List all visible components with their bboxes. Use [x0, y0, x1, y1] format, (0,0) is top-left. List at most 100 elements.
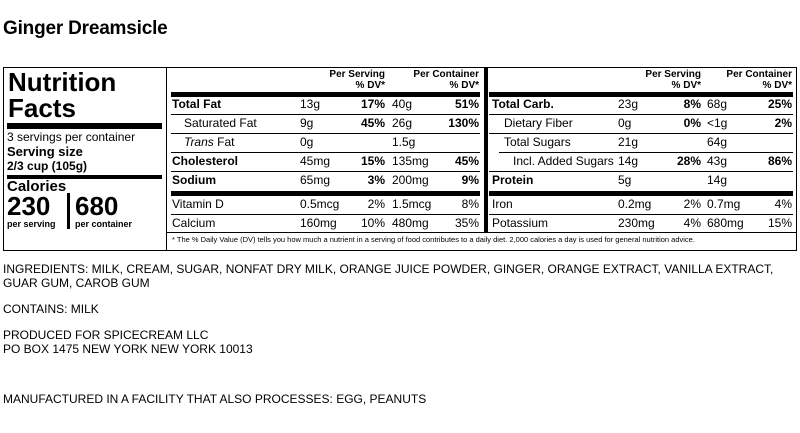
container-dv: 86%	[767, 154, 792, 168]
header-dv-label: % DV*	[671, 80, 701, 91]
container-amount: 200mg	[392, 173, 429, 187]
header-dv-label: % DV*	[762, 80, 792, 91]
header-dv-label: % DV*	[449, 80, 479, 91]
header-per-serving-label: Per Serving	[329, 69, 385, 80]
serving-dv: 8%	[683, 97, 701, 111]
container-dv: 130%	[448, 116, 479, 130]
row-rule	[489, 171, 793, 172]
nutrition-label: Nutrition Facts 3 servings per container…	[3, 67, 797, 251]
nutrient-name: Cholesterol	[172, 154, 239, 168]
nutrient-name: Protein	[492, 173, 534, 187]
header-rule-left	[171, 92, 480, 97]
nutrient-name: Sodium	[172, 173, 216, 187]
nutrient-name: Incl. Added Sugars	[513, 154, 614, 168]
container-dv: 4%	[774, 197, 792, 211]
container-amount: 26g	[392, 116, 413, 130]
section-rule	[489, 191, 793, 196]
serving-amount: 0.2mg	[618, 197, 652, 211]
serving-amount: 14g	[618, 154, 639, 168]
facility-statement: MANUFACTURED IN A FACILITY THAT ALSO PRO…	[3, 392, 427, 406]
container-dv: 45%	[454, 154, 479, 168]
container-amount: <1g	[707, 116, 728, 130]
header-per-serving-right: Per Serving % DV*	[616, 69, 701, 91]
allergen-contains: CONTAINS: MILK	[3, 302, 99, 316]
row-rule	[489, 133, 793, 134]
trans-italic: Trans	[184, 135, 214, 149]
serving-size-value: 2/3 cup (105g)	[7, 159, 88, 173]
producer-line2: PO BOX 1475 NEW YORK NEW YORK 10013	[3, 342, 253, 356]
footnote-rule	[167, 232, 797, 233]
serving-amount: 9g	[300, 116, 314, 130]
container-amount: 14g	[707, 173, 728, 187]
serving-amount: 0g	[618, 116, 632, 130]
label-summary-panel: Nutrition Facts 3 servings per container…	[4, 68, 167, 250]
row-rule	[171, 171, 480, 172]
per-container-caption: per container	[75, 219, 133, 229]
nutrient-name: Vitamin D	[172, 197, 224, 211]
container-amount: 480mg	[392, 216, 429, 230]
nutrient-name: Calcium	[172, 216, 216, 230]
header-per-container-label: Per Container	[413, 69, 479, 80]
serving-amount: 65mg	[300, 173, 331, 187]
serving-dv: 4%	[683, 216, 701, 230]
container-dv: 8%	[461, 197, 479, 211]
label-heading-line2: Facts	[8, 93, 76, 123]
nutrient-name: Total Sugars	[504, 135, 571, 149]
serving-amount: 13g	[300, 97, 321, 111]
label-heading: Nutrition Facts	[8, 69, 116, 121]
row-rule	[489, 214, 793, 215]
row-rule	[171, 152, 480, 153]
header-per-container-left: Per Container % DV*	[390, 69, 479, 91]
nutrient-name: Saturated Fat	[184, 116, 257, 130]
serving-rule	[7, 175, 162, 179]
header-per-container-right: Per Container % DV*	[706, 69, 792, 91]
header-per-serving-label: Per Serving	[645, 69, 701, 80]
serving-dv: 45%	[360, 116, 385, 130]
serving-amount: 45mg	[300, 154, 331, 168]
serving-amount: 230mg	[618, 216, 655, 230]
header-per-serving-left: Per Serving % DV*	[296, 69, 385, 91]
ingredients-text: INGREDIENTS: MILK, CREAM, SUGAR, NONFAT …	[3, 262, 774, 290]
row-rule	[489, 114, 793, 115]
calories-per-serving: 230	[7, 191, 51, 221]
container-amount: 64g	[707, 135, 728, 149]
nutrient-name: Total Carb.	[492, 97, 554, 111]
serving-dv: 3%	[367, 173, 385, 187]
container-dv: 9%	[461, 173, 479, 187]
nutrient-name: Dietary Fiber	[504, 116, 573, 130]
container-amount: 40g	[392, 97, 413, 111]
calories-per-container: 680	[75, 191, 119, 221]
serving-amount: 0g	[300, 135, 314, 149]
container-dv: 2%	[774, 116, 792, 130]
header-per-container-label: Per Container	[726, 69, 792, 80]
nutrient-name: Potassium	[492, 216, 549, 230]
row-rule	[171, 114, 480, 115]
serving-dv: 2%	[367, 197, 385, 211]
container-amount: 1.5mcg	[392, 197, 432, 211]
trans-rest: Fat	[213, 135, 235, 149]
product-title: Ginger Dreamsicle	[3, 18, 168, 39]
serving-dv: 10%	[360, 216, 385, 230]
serving-dv: 28%	[676, 154, 701, 168]
container-dv: 51%	[454, 97, 479, 111]
serving-size-label: Serving size	[7, 144, 83, 159]
serving-amount: 160mg	[300, 216, 337, 230]
dv-footnote: * The % Daily Value (DV) tells you how m…	[172, 235, 695, 244]
calories-divider	[67, 193, 70, 229]
servings-per-container: 3 servings per container	[7, 130, 136, 144]
row-rule	[171, 133, 480, 134]
header-dv-label: % DV*	[355, 80, 385, 91]
nutrient-name: Total Fat	[172, 97, 222, 111]
serving-dv: 15%	[360, 154, 385, 168]
nutrient-name: Trans Fat	[184, 135, 234, 149]
label-heading-line1: Nutrition	[8, 67, 117, 97]
container-dv: 15%	[767, 216, 792, 230]
container-dv: 25%	[767, 97, 792, 111]
container-amount: 43g	[707, 154, 728, 168]
section-rule	[171, 191, 480, 196]
nutrient-name: Iron	[492, 197, 513, 211]
per-serving-caption: per serving	[7, 219, 56, 229]
producer-line1: PRODUCED FOR SPICECREAM LLC	[3, 328, 209, 342]
row-rule	[171, 214, 480, 215]
container-amount: 1.5g	[392, 135, 416, 149]
